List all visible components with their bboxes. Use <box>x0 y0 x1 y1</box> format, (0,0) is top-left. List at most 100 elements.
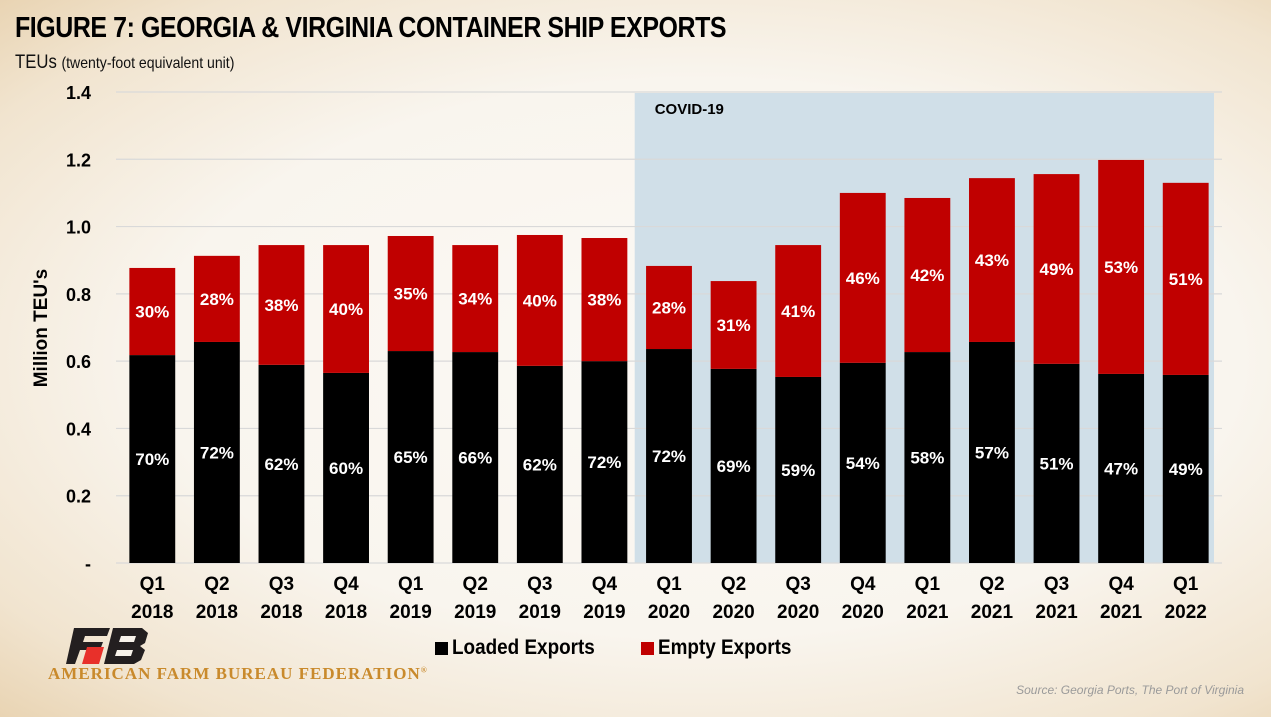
chart-title: FIGURE 7: GEORGIA & VIRGINIA CONTAINER S… <box>15 12 727 44</box>
bar-loaded-exports <box>581 361 628 563</box>
y-tick-label: 0.8 <box>66 285 91 305</box>
data-label-loaded: 62% <box>523 455 557 474</box>
x-tick-year: 2022 <box>1165 602 1207 623</box>
bar-empty-exports <box>969 178 1015 342</box>
bar-empty-exports <box>775 245 822 377</box>
bar-empty-exports <box>581 238 628 362</box>
x-tick-quarter: Q2 <box>463 574 488 595</box>
bars <box>129 159 1209 563</box>
data-label-loaded: 51% <box>1040 454 1074 473</box>
y-tick-label: 1.2 <box>66 150 91 170</box>
data-label-empty: 41% <box>781 302 815 321</box>
bar-empty-exports <box>904 197 951 353</box>
y-tick-label: 0.4 <box>66 419 91 439</box>
y-tick-label: 1.0 <box>66 218 91 238</box>
bar-loaded-exports <box>646 349 692 563</box>
bar-empty-exports <box>129 267 176 356</box>
x-tick-quarter: Q2 <box>979 574 1004 595</box>
data-label-loaded: 65% <box>394 448 428 467</box>
x-tick-quarter: Q1 <box>398 574 424 595</box>
data-label-empty: 40% <box>329 300 363 319</box>
legend-item-empty[interactable]: Empty Exports <box>640 636 806 660</box>
x-tick-year: 2019 <box>519 602 561 623</box>
y-tick-label: 0.2 <box>66 487 91 507</box>
org-name: AMERICAN FARM BUREAU FEDERATION® <box>48 664 428 684</box>
bar-empty-exports <box>387 235 434 352</box>
registered-mark: ® <box>420 665 428 675</box>
bar-loaded-exports <box>193 341 240 563</box>
data-label-empty: 42% <box>910 266 944 285</box>
x-tick-year: 2019 <box>454 602 496 623</box>
y-tick-label: 1.4 <box>66 83 91 103</box>
bar-empty-exports <box>323 245 369 373</box>
bar-loaded-exports <box>516 365 563 563</box>
x-tick-year: 2018 <box>131 602 173 623</box>
data-label-loaded: 72% <box>200 443 234 462</box>
x-tick-year: 2019 <box>390 602 432 623</box>
bar-loaded-exports <box>775 376 822 563</box>
bar-loaded-exports <box>387 351 434 563</box>
bar-empty-exports <box>452 245 499 353</box>
data-label-empty: 31% <box>717 316 751 335</box>
org-name-text: AMERICAN FARM BUREAU FEDERATION <box>48 664 421 683</box>
y-tick-label: 0.6 <box>66 352 91 372</box>
bar-loaded-exports <box>1033 363 1080 563</box>
x-tick-quarter: Q1 <box>915 574 941 595</box>
legend-label-loaded: Loaded Exports <box>452 636 595 659</box>
data-label-empty: 34% <box>458 290 492 309</box>
data-label-loaded: 70% <box>135 450 169 469</box>
x-tick-quarter: Q4 <box>1108 574 1134 595</box>
bar-loaded-exports <box>710 368 757 563</box>
x-tick-year: 2019 <box>583 602 625 623</box>
data-label-empty: 43% <box>975 251 1009 270</box>
data-label-empty: 49% <box>1040 260 1074 279</box>
x-tick-year: 2020 <box>648 602 690 623</box>
x-tick-quarter: Q3 <box>527 574 552 595</box>
x-tick-year: 2018 <box>325 602 367 623</box>
bar-empty-exports <box>516 234 563 366</box>
data-label-loaded: 58% <box>910 449 944 468</box>
bar-loaded-exports <box>839 362 886 563</box>
data-label-empty: 46% <box>846 269 880 288</box>
x-tick-quarter: Q1 <box>1173 574 1199 595</box>
legend-item-loaded[interactable]: Loaded Exports <box>435 636 611 660</box>
bar-loaded-exports <box>452 352 499 563</box>
x-tick-quarter: Q1 <box>140 574 166 595</box>
data-label-loaded: 66% <box>458 449 492 468</box>
bar-empty-exports <box>839 192 886 363</box>
subtitle-main: TEUs <box>15 52 57 73</box>
x-tick-quarter: Q3 <box>1044 574 1069 595</box>
data-label-empty: 51% <box>1169 270 1203 289</box>
data-label-loaded: 47% <box>1104 459 1138 478</box>
data-label-empty: 28% <box>652 298 686 317</box>
fb-logo-icon <box>66 628 148 664</box>
data-label-loaded: 72% <box>652 447 686 466</box>
y-axis-label: Million TEU's <box>31 269 52 388</box>
legend: Loaded Exports Empty Exports <box>435 636 806 660</box>
legend-swatch-empty <box>640 641 654 655</box>
x-tick-year: 2018 <box>196 602 238 623</box>
x-tick-quarter: Q3 <box>269 574 294 595</box>
bar-loaded-exports <box>258 364 305 563</box>
chart-subtitle: TEUs (twenty-foot equivalent unit) <box>15 52 234 74</box>
x-tick-year: 2020 <box>712 602 754 623</box>
bar-loaded-exports <box>1098 373 1145 563</box>
data-label-empty: 40% <box>523 291 557 310</box>
data-label-empty: 38% <box>264 296 298 315</box>
source-note: Source: Georgia Ports, The Port of Virgi… <box>1016 683 1244 697</box>
data-label-empty: 35% <box>394 285 428 304</box>
x-tick-year: 2021 <box>906 602 949 623</box>
subtitle-note: (twenty-foot equivalent unit) <box>61 55 235 72</box>
y-tick-label: - <box>85 554 91 574</box>
bar-loaded-exports <box>1162 374 1209 563</box>
x-tick-quarter: Q4 <box>333 574 359 595</box>
data-label-empty: 38% <box>587 291 621 310</box>
bar-empty-exports <box>1098 159 1145 374</box>
x-tick-quarter: Q2 <box>721 574 746 595</box>
x-tick-year: 2021 <box>1100 602 1143 623</box>
bar-loaded-exports <box>323 372 369 563</box>
data-label-loaded: 60% <box>329 459 363 478</box>
x-tick-quarter: Q2 <box>204 574 229 595</box>
bar-loaded-exports <box>969 341 1015 563</box>
